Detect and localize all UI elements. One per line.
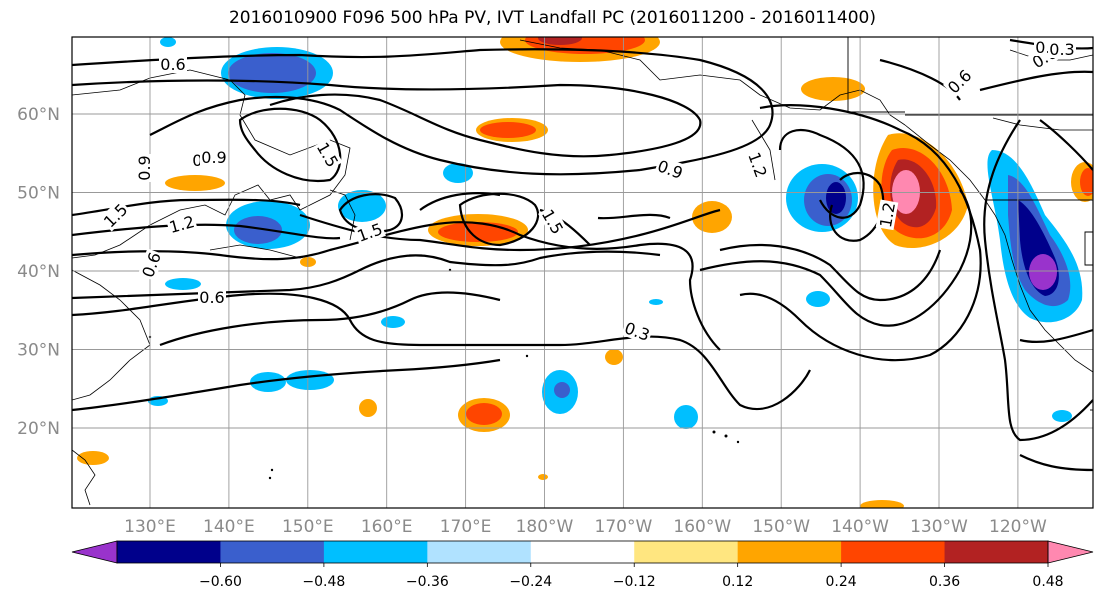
colorbar [71,540,1094,564]
colorbar-ticks: −0.60 −0.48 −0.36 −0.24 −0.12 0.12 0.24 0.36 0.4… [199,563,1064,590]
svg-text:1.2: 1.2 [876,201,899,229]
colorbar-segment [530,541,635,563]
lat-tick-label: 60°N [17,105,60,125]
colorbar-segment [841,541,946,563]
svg-text:0.3: 0.3 [1049,40,1074,59]
lat-tick-label: 20°N [17,419,60,439]
svg-text:0.6: 0.6 [199,288,224,307]
colorbar-extend-low [71,540,118,564]
colorbar-segment [737,541,842,563]
lon-tick-label: 170°W [595,517,653,537]
colorbar-tick-label: 0.36 [929,574,960,590]
lon-tick-label: 160°E [361,517,413,537]
lon-tick-label: 130°E [124,517,176,537]
lon-tick-label: 180°W [516,517,574,537]
contour-label: 1.2 [875,199,899,231]
contour-label: 0.6 [159,55,187,74]
colorbar-extend-high [1047,540,1094,564]
colorbar-segment [634,541,739,563]
longitude-ticks: 130°E 140°E 150°E 160°E 170°E 180°W 170°W 160°W… [124,517,1047,537]
svg-text:0.9: 0.9 [135,155,154,180]
colorbar-segment [944,541,1049,563]
lon-tick-label: 120°W [989,517,1047,537]
lon-tick-label: 130°W [910,517,968,537]
colorbar-tick-label: −0.12 [613,574,656,590]
anomaly-patch-us-west [987,150,1093,422]
contour-label: 0.9 [135,154,154,182]
lon-tick-label: 160°W [673,517,731,537]
colorbar-tick-label: 0.12 [722,574,753,590]
map-title: 2016010900 F096 500 hPa PV, IVT Landfall… [228,8,876,28]
lon-tick-label: 140°E [203,517,255,537]
lat-tick-label: 30°N [17,341,60,361]
colorbar-segment [220,541,325,563]
anomaly-patch-japan [165,156,473,249]
map-frame [71,36,1094,509]
anomaly-shading [77,37,1093,508]
lon-tick-label: 170°E [440,517,492,537]
anomaly-patch-north-central [500,37,660,62]
anomaly-patch-gulf-of-alaska [786,133,968,249]
lat-tick-label: 50°N [17,184,60,204]
anomaly-patch-alaska [801,77,865,101]
colorbar-tick-label: −0.48 [302,574,345,590]
colorbar-tick-label: 0.24 [826,574,857,590]
contour-label: 0.9 [200,148,228,167]
colorbar-segment [117,541,221,563]
latitude-ticks: 60°N 50°N 40°N 30°N 20°N [17,105,60,439]
map-panel [72,37,1093,508]
colorbar-tick-label: −0.36 [406,574,449,590]
colorbar-segment [427,541,532,563]
contour-label: 0.3 [1048,40,1076,59]
contour-label: 0.6 [137,248,165,281]
lat-tick-label: 40°N [17,262,60,282]
colorbar-tick-label: −0.24 [509,574,552,590]
colorbar-tick-label: −0.60 [199,574,242,590]
svg-text:0.6: 0.6 [160,55,185,74]
colorbar-tick-label: 0.48 [1032,574,1063,590]
lon-tick-label: 150°E [282,517,334,537]
graticule [72,37,1093,508]
colorbar-segment [323,541,428,563]
lon-tick-label: 140°W [831,517,889,537]
anomaly-patch-bering [476,118,548,142]
lon-tick-label: 150°W [752,517,810,537]
svg-text:0.9: 0.9 [201,148,226,167]
pv-contours [72,38,1093,472]
contour-label: 0.6 [198,288,226,307]
